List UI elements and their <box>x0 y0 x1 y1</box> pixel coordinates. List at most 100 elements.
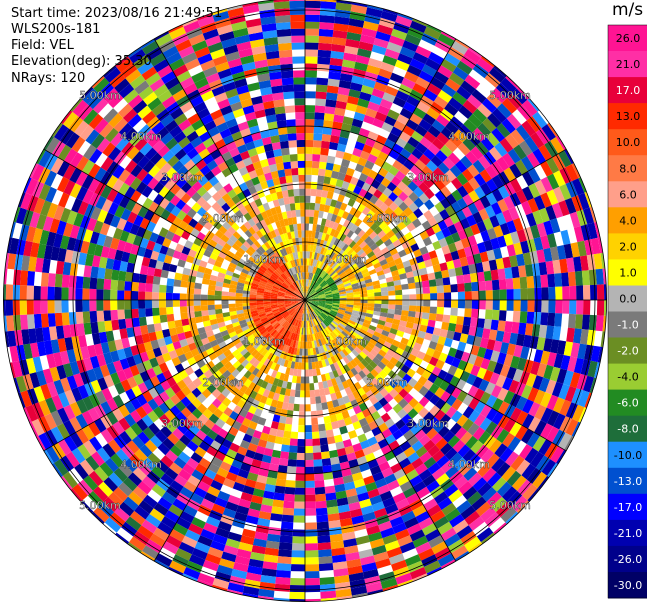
radar-gate <box>422 306 431 314</box>
radar-gate <box>295 126 305 134</box>
radar-gate <box>321 232 327 241</box>
radar-gate <box>303 293 305 300</box>
radar-gate <box>42 216 54 232</box>
radar-gate <box>40 313 49 328</box>
radar-gate <box>152 365 163 376</box>
radar-gate <box>578 407 587 423</box>
radar-gate <box>316 287 323 293</box>
radar-gate <box>279 387 287 396</box>
radar-gate <box>261 330 269 338</box>
radar-gate <box>83 357 94 371</box>
radar-gate <box>223 407 233 417</box>
radar-gate <box>162 352 172 363</box>
radar-gate <box>331 331 338 338</box>
radar-gate <box>329 282 336 288</box>
radar-gate <box>256 289 265 294</box>
radar-gate <box>379 212 389 222</box>
radar-gate <box>191 40 208 52</box>
radar-gate <box>64 249 74 263</box>
radar-gate <box>402 300 410 306</box>
radar-gate <box>321 321 327 329</box>
radar-gate <box>263 291 271 295</box>
radar-gate <box>522 413 535 429</box>
radar-gate <box>369 338 378 346</box>
radar-gate <box>424 390 435 401</box>
radar-gate <box>117 300 125 310</box>
radar-gate <box>289 389 296 397</box>
radar-gate <box>126 262 135 273</box>
radar-gate <box>367 589 384 595</box>
radar-gate <box>576 285 584 300</box>
radar-gate <box>330 213 338 222</box>
radar-gate <box>273 597 290 602</box>
radar-gate <box>305 133 314 141</box>
radar-gate <box>239 384 249 394</box>
radar-gate <box>243 308 251 313</box>
radar-gate <box>3 268 8 285</box>
radar-gate <box>83 109 99 125</box>
radar-gate <box>361 27 378 38</box>
radar-gate <box>486 407 498 422</box>
radar-gate <box>395 170 406 181</box>
radar-gate <box>309 265 313 273</box>
radar-gate <box>271 287 279 292</box>
radar-gate <box>305 258 308 266</box>
radar-gate <box>490 237 500 250</box>
radar-gate <box>358 548 374 559</box>
radar-gate <box>314 486 326 495</box>
radar-gate <box>460 505 476 520</box>
radar-gate <box>190 136 203 148</box>
radar-gate <box>503 195 515 210</box>
radar-gate <box>399 131 412 143</box>
radar-gate <box>61 287 69 300</box>
radar-gate <box>152 139 166 153</box>
radar-gate <box>191 517 206 529</box>
radar-gate <box>555 300 563 314</box>
radar-gate <box>288 316 294 324</box>
radar-gate <box>257 0 274 5</box>
radar-gate <box>165 230 175 241</box>
radar-gate <box>418 119 432 132</box>
radar-gate <box>272 285 280 290</box>
radar-gate <box>330 285 338 290</box>
radar-gate <box>355 320 364 326</box>
radar-gate <box>218 267 227 275</box>
radar-gate <box>236 331 245 339</box>
radar-gate <box>510 231 521 245</box>
radar-gate <box>165 535 182 549</box>
radar-gate <box>326 325 333 333</box>
radar-gate <box>355 105 368 115</box>
radar-gate <box>137 60 154 75</box>
radar-gate <box>71 387 83 402</box>
radar-gate <box>440 442 453 456</box>
radar-gate <box>150 213 161 225</box>
radar-gate <box>342 116 354 126</box>
radar-gate <box>230 280 238 286</box>
radar-gate <box>145 283 153 292</box>
radar-gate <box>191 202 202 213</box>
radar-gate <box>217 161 229 172</box>
radar-gate <box>492 108 507 123</box>
radar-gate <box>318 292 325 296</box>
radar-gate <box>110 350 120 363</box>
radar-gate <box>289 0 305 2</box>
radar-gate <box>437 89 453 103</box>
radar-gate <box>166 313 175 322</box>
radar-gate <box>18 191 26 208</box>
radar-gate <box>285 305 293 309</box>
radar-gate <box>345 287 353 292</box>
radar-gate <box>272 199 280 208</box>
radar-gate <box>289 252 295 261</box>
radar-gate <box>462 181 475 194</box>
radar-gate <box>305 362 309 370</box>
radar-gate <box>211 85 226 97</box>
radar-gate <box>328 269 335 276</box>
radar-gate <box>292 333 296 341</box>
radar-gate <box>250 253 259 261</box>
radar-gate <box>547 463 558 478</box>
radar-gate <box>493 522 507 535</box>
radar-gate <box>398 355 408 365</box>
radar-gate <box>116 239 127 252</box>
radar-gate <box>166 343 175 353</box>
radar-gate <box>407 276 415 284</box>
